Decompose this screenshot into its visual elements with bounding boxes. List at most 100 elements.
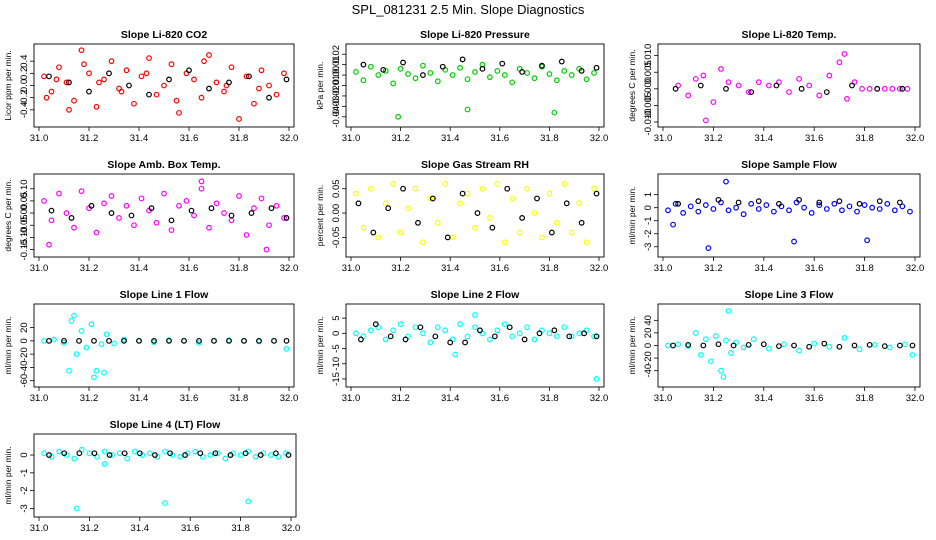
data-point bbox=[116, 215, 122, 221]
selected-point bbox=[566, 333, 573, 340]
data-point bbox=[442, 180, 449, 187]
selected-point bbox=[106, 70, 112, 77]
selected-point bbox=[593, 64, 600, 71]
data-point bbox=[353, 190, 359, 197]
data-point bbox=[367, 185, 374, 192]
data-point bbox=[591, 70, 597, 76]
data-point bbox=[162, 500, 168, 506]
data-point bbox=[237, 452, 244, 458]
points-slope-li-820-pressure bbox=[353, 56, 600, 120]
data-point bbox=[707, 358, 714, 365]
data-point bbox=[811, 340, 818, 347]
selected-point bbox=[444, 234, 451, 241]
data-point bbox=[494, 180, 501, 187]
data-point bbox=[457, 321, 464, 328]
selected-point bbox=[896, 199, 903, 206]
x-tick-label: 32.0 bbox=[280, 133, 299, 144]
y-tick-label: 0 bbox=[19, 338, 30, 343]
data-point bbox=[735, 82, 742, 89]
data-point bbox=[576, 200, 583, 207]
panel-title-slope-line-2-flow: Slope Line 2 Flow bbox=[431, 289, 521, 301]
data-point bbox=[390, 327, 397, 334]
data-point bbox=[449, 72, 456, 78]
selected-point bbox=[697, 82, 704, 89]
y-tick-label: 0.2 bbox=[19, 67, 30, 80]
x-tick-label: 31.8 bbox=[230, 393, 249, 404]
data-point bbox=[826, 72, 833, 79]
plot-frame-slope-li-820-temp bbox=[657, 43, 921, 128]
data-point bbox=[78, 328, 85, 334]
x-tick-label: 31.8 bbox=[230, 263, 249, 274]
selected-point bbox=[272, 450, 279, 457]
data-point bbox=[146, 55, 152, 62]
points-slope-line-4-lt-flow bbox=[41, 446, 292, 512]
data-point bbox=[420, 330, 426, 337]
selected-point bbox=[593, 333, 600, 340]
data-point bbox=[86, 70, 92, 77]
x-tick-label: 31.2 bbox=[704, 263, 723, 274]
data-point bbox=[124, 455, 131, 462]
selected-point bbox=[459, 190, 466, 197]
selected-point bbox=[578, 219, 585, 226]
x-tick-label: 31.0 bbox=[30, 393, 49, 404]
data-point bbox=[836, 59, 843, 66]
data-point bbox=[568, 229, 575, 236]
data-point bbox=[546, 190, 553, 197]
data-point bbox=[692, 75, 699, 82]
data-point bbox=[826, 343, 833, 350]
data-point bbox=[420, 239, 426, 246]
data-point bbox=[524, 324, 530, 331]
y-tick-label: 0 bbox=[643, 343, 654, 348]
x-tick-label: 31.8 bbox=[855, 393, 874, 404]
data-point bbox=[531, 210, 538, 216]
data-point bbox=[551, 109, 558, 116]
points-slope-line-1-flow bbox=[41, 312, 290, 381]
selected-point bbox=[755, 198, 762, 205]
y-tick-label: -2 bbox=[643, 230, 654, 238]
data-point bbox=[41, 337, 47, 344]
selected-point bbox=[46, 452, 52, 458]
x-tick-label: 31.6 bbox=[180, 393, 199, 404]
data-point bbox=[206, 52, 212, 58]
selected-point bbox=[776, 200, 782, 207]
data-point bbox=[53, 76, 60, 83]
data-point bbox=[434, 78, 441, 85]
x-tick-label: 31.6 bbox=[805, 393, 824, 404]
data-point bbox=[73, 351, 80, 358]
data-point bbox=[591, 185, 597, 192]
points-slope-li-820-temp bbox=[672, 51, 911, 124]
figure-title: SPL_081231 2.5 Min. Slope Diagnostics bbox=[352, 2, 585, 17]
selected-point bbox=[226, 337, 232, 344]
data-point bbox=[266, 82, 272, 89]
data-point bbox=[723, 178, 729, 185]
selected-point bbox=[76, 337, 82, 344]
data-point bbox=[162, 448, 168, 455]
selected-point bbox=[108, 210, 115, 216]
selected-point bbox=[695, 198, 702, 205]
data-point bbox=[553, 77, 560, 84]
data-point bbox=[457, 200, 464, 207]
data-point bbox=[745, 89, 752, 96]
data-point bbox=[405, 71, 411, 77]
data-point bbox=[728, 350, 734, 356]
data-point bbox=[796, 75, 802, 82]
data-point bbox=[41, 450, 47, 457]
data-point bbox=[183, 197, 190, 204]
data-point bbox=[405, 205, 411, 212]
data-point bbox=[256, 85, 262, 92]
data-point bbox=[568, 333, 575, 340]
selected-point bbox=[166, 337, 172, 344]
data-point bbox=[568, 72, 575, 78]
plot-frame-slope-li-820-co2 bbox=[33, 43, 295, 128]
y-tick-label: 0.10 bbox=[19, 179, 30, 198]
data-point bbox=[670, 221, 676, 228]
selected-point bbox=[48, 207, 55, 214]
x-tick-label: 31.6 bbox=[491, 133, 510, 144]
selected-point bbox=[876, 198, 883, 205]
x-tick-label: 31.6 bbox=[491, 393, 510, 404]
data-point bbox=[680, 209, 687, 216]
data-point bbox=[909, 352, 916, 358]
selected-point bbox=[823, 89, 830, 96]
data-point bbox=[93, 229, 100, 236]
data-point bbox=[48, 88, 55, 95]
